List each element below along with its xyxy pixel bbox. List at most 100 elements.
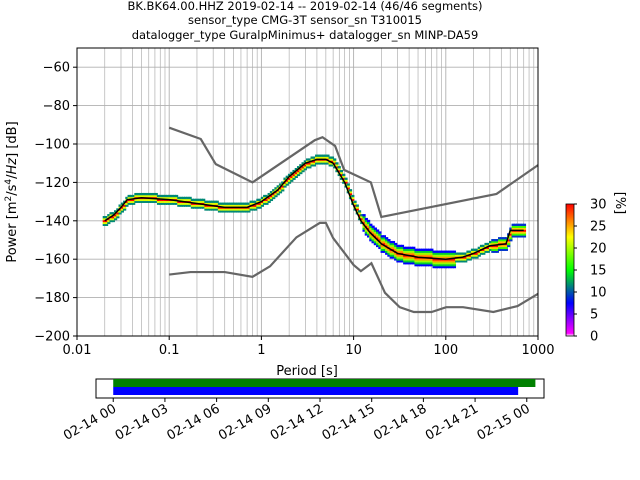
density-cell	[294, 173, 298, 177]
density-cell	[441, 260, 445, 263]
density-cell	[310, 156, 314, 159]
density-cell	[500, 246, 504, 250]
density-cell	[172, 202, 176, 205]
density-cell	[502, 240, 506, 244]
density-cell	[502, 237, 506, 240]
y-axis-label: Power [m2/s4/Hz] [dB]	[4, 121, 20, 262]
density-cell	[315, 162, 319, 165]
density-cell	[488, 240, 493, 244]
density-cell	[138, 198, 143, 202]
density-cell	[376, 242, 380, 246]
density-cell	[446, 254, 450, 257]
density-cell	[220, 204, 224, 207]
colorbar-label: [%]	[612, 192, 627, 215]
density-cell	[439, 262, 443, 265]
density-cell	[409, 258, 414, 261]
density-cell	[283, 177, 287, 180]
density-cell	[276, 192, 280, 196]
density-cell	[378, 244, 382, 248]
density-cell	[138, 194, 143, 198]
density-cell	[116, 212, 120, 215]
density-cell	[389, 252, 393, 255]
density-cell	[452, 260, 457, 263]
density-cell	[190, 206, 194, 209]
density-cell	[385, 246, 389, 250]
density-cell	[455, 258, 459, 261]
density-cell	[310, 164, 314, 167]
density-cell	[441, 256, 445, 259]
density-cell	[172, 196, 176, 200]
density-cell	[355, 208, 359, 211]
density-cell	[301, 169, 305, 173]
timeline-tick-label: 02-14 06	[164, 401, 222, 443]
density-cell	[202, 206, 206, 209]
density-cell	[330, 156, 335, 159]
density-cell	[378, 246, 382, 250]
density-cell	[455, 252, 459, 255]
density-cell	[312, 156, 316, 159]
density-cell	[448, 265, 452, 269]
density-cell	[425, 258, 429, 261]
density-cell	[378, 239, 382, 242]
density-cell	[407, 256, 411, 259]
density-cell	[238, 204, 242, 207]
density-cell	[247, 210, 251, 213]
density-cell	[362, 229, 366, 232]
density-cell	[511, 231, 515, 234]
density-cell	[450, 254, 454, 257]
density-cell	[330, 164, 335, 167]
density-cell	[269, 198, 274, 202]
density-cell	[202, 204, 206, 207]
density-cell	[109, 217, 113, 221]
density-cell	[407, 260, 411, 263]
colorbar-tick-label: 30	[590, 198, 607, 213]
density-cell	[147, 192, 152, 196]
y-tick-label: −100	[34, 138, 70, 153]
density-cell	[479, 244, 484, 248]
density-cell	[193, 206, 197, 209]
density-cell	[211, 200, 215, 203]
density-cell	[434, 260, 438, 263]
density-cell	[226, 208, 231, 211]
density-cell	[437, 250, 441, 253]
plot-frame	[76, 47, 539, 337]
density-cell	[276, 191, 280, 194]
density-cell	[364, 221, 368, 225]
density-cell	[434, 256, 438, 259]
density-cell	[477, 254, 481, 257]
density-cell	[254, 200, 258, 203]
density-cell	[498, 240, 502, 244]
density-cell	[520, 231, 524, 234]
density-cell	[450, 258, 454, 261]
density-cell	[418, 260, 423, 263]
density-cell	[364, 233, 368, 236]
density-cell	[217, 208, 222, 211]
density-cell	[430, 260, 434, 263]
density-cell	[432, 258, 436, 261]
density-cell	[306, 160, 310, 163]
density-cell	[208, 208, 213, 211]
density-cell	[326, 154, 330, 157]
density-cell	[477, 246, 481, 250]
density-cell	[443, 250, 447, 253]
density-cell	[281, 185, 285, 188]
density-cell	[513, 231, 518, 234]
density-cell	[520, 227, 524, 230]
density-cell	[222, 210, 226, 213]
density-cell	[321, 156, 326, 159]
density-cell	[342, 177, 346, 180]
density-cell	[493, 246, 497, 250]
density-cell	[414, 262, 418, 265]
density-cell	[220, 210, 224, 213]
density-cell	[362, 214, 366, 217]
density-cell	[145, 198, 149, 202]
density-cell	[215, 202, 219, 205]
density-cell	[215, 200, 219, 203]
density-cell	[355, 210, 359, 213]
density-cell	[287, 179, 292, 182]
density-cell	[427, 262, 432, 265]
density-cell	[468, 254, 472, 257]
density-cell	[125, 196, 129, 200]
density-cell	[425, 262, 429, 265]
density-cell	[452, 254, 457, 257]
